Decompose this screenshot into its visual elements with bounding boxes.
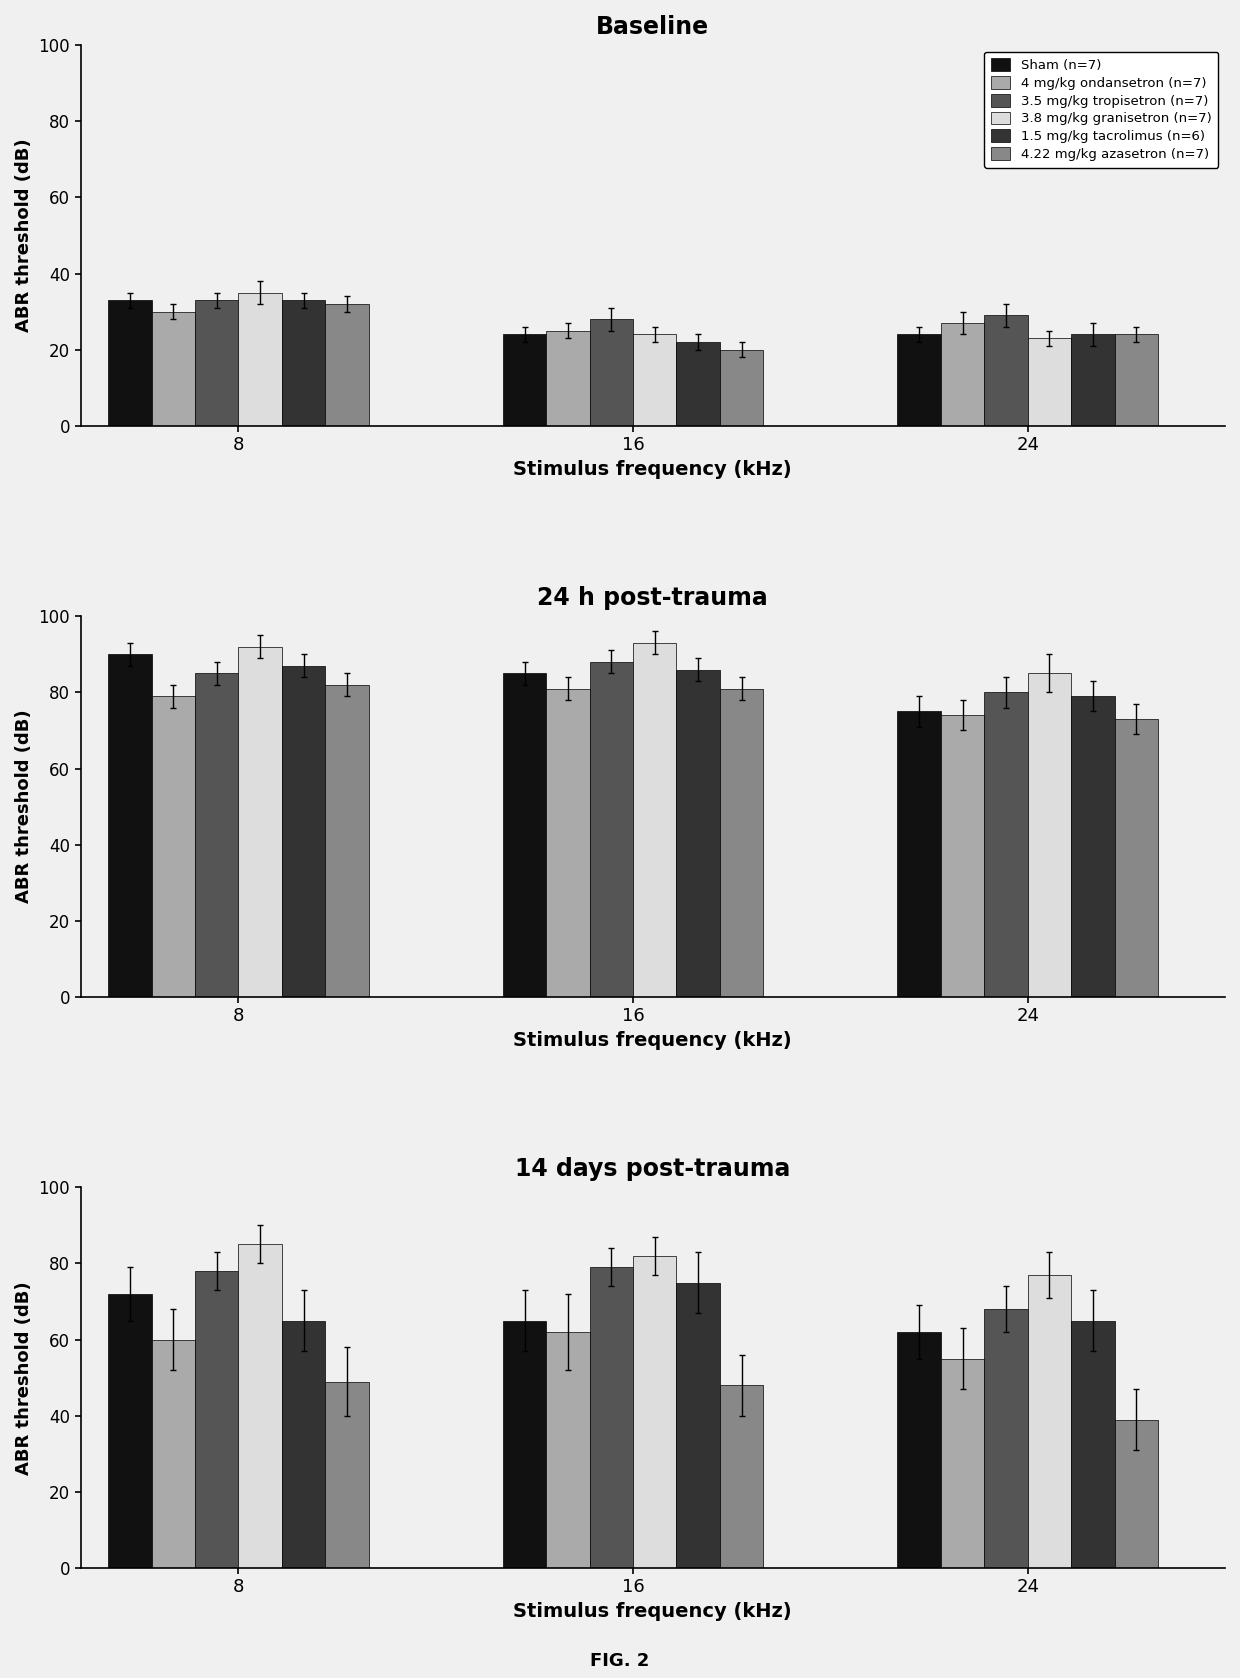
Bar xyxy=(634,643,677,997)
X-axis label: Stimulus frequency (kHz): Stimulus frequency (kHz) xyxy=(513,1030,792,1050)
Bar xyxy=(108,654,151,997)
Bar xyxy=(325,304,368,426)
Bar xyxy=(634,334,677,426)
Bar xyxy=(590,319,634,426)
Bar xyxy=(590,661,634,997)
Bar xyxy=(941,715,985,997)
Y-axis label: ABR threshold (dB): ABR threshold (dB) xyxy=(15,139,33,332)
Legend: Sham (n=7), 4 mg/kg ondansetron (n=7), 3.5 mg/kg tropisetron (n=7), 3.8 mg/kg gr: Sham (n=7), 4 mg/kg ondansetron (n=7), 3… xyxy=(985,52,1219,168)
Bar xyxy=(1071,696,1115,997)
Bar xyxy=(281,666,325,997)
Bar xyxy=(108,1294,151,1567)
X-axis label: Stimulus frequency (kHz): Stimulus frequency (kHz) xyxy=(513,1602,792,1621)
Bar xyxy=(1115,334,1158,426)
Bar xyxy=(195,673,238,997)
Bar xyxy=(985,315,1028,426)
Bar xyxy=(195,300,238,426)
Bar xyxy=(195,1272,238,1567)
Bar xyxy=(1071,1321,1115,1567)
Bar xyxy=(325,1381,368,1567)
Bar xyxy=(720,349,764,426)
Bar xyxy=(281,1321,325,1567)
Bar xyxy=(503,1321,547,1567)
Bar xyxy=(1071,334,1115,426)
Title: 14 days post-trauma: 14 days post-trauma xyxy=(515,1158,790,1181)
Bar xyxy=(281,300,325,426)
Bar xyxy=(503,334,547,426)
Bar xyxy=(108,300,151,426)
Bar xyxy=(547,1332,590,1567)
Bar xyxy=(1115,720,1158,997)
Title: 24 h post-trauma: 24 h post-trauma xyxy=(537,586,768,611)
Bar xyxy=(941,324,985,426)
Bar xyxy=(634,1255,677,1567)
Bar xyxy=(898,1332,941,1567)
Bar xyxy=(1028,1275,1071,1567)
Bar xyxy=(151,696,195,997)
Bar xyxy=(898,711,941,997)
Bar xyxy=(941,1359,985,1567)
Y-axis label: ABR threshold (dB): ABR threshold (dB) xyxy=(15,1280,33,1475)
Bar xyxy=(985,1309,1028,1567)
Bar xyxy=(720,688,764,997)
Bar xyxy=(1115,1420,1158,1567)
Bar xyxy=(325,685,368,997)
Bar xyxy=(677,670,720,997)
Bar xyxy=(151,1339,195,1567)
X-axis label: Stimulus frequency (kHz): Stimulus frequency (kHz) xyxy=(513,460,792,478)
Y-axis label: ABR threshold (dB): ABR threshold (dB) xyxy=(15,710,33,903)
Bar xyxy=(503,673,547,997)
Bar xyxy=(985,693,1028,997)
Bar xyxy=(547,688,590,997)
Bar xyxy=(238,292,281,426)
Bar xyxy=(151,312,195,426)
Bar xyxy=(677,1282,720,1567)
Bar xyxy=(1028,339,1071,426)
Bar xyxy=(590,1267,634,1567)
Text: FIG. 2: FIG. 2 xyxy=(590,1651,650,1670)
Bar xyxy=(547,331,590,426)
Bar xyxy=(1028,673,1071,997)
Bar xyxy=(720,1386,764,1567)
Title: Baseline: Baseline xyxy=(596,15,709,39)
Bar xyxy=(238,646,281,997)
Bar xyxy=(238,1245,281,1567)
Bar xyxy=(898,334,941,426)
Bar xyxy=(677,342,720,426)
